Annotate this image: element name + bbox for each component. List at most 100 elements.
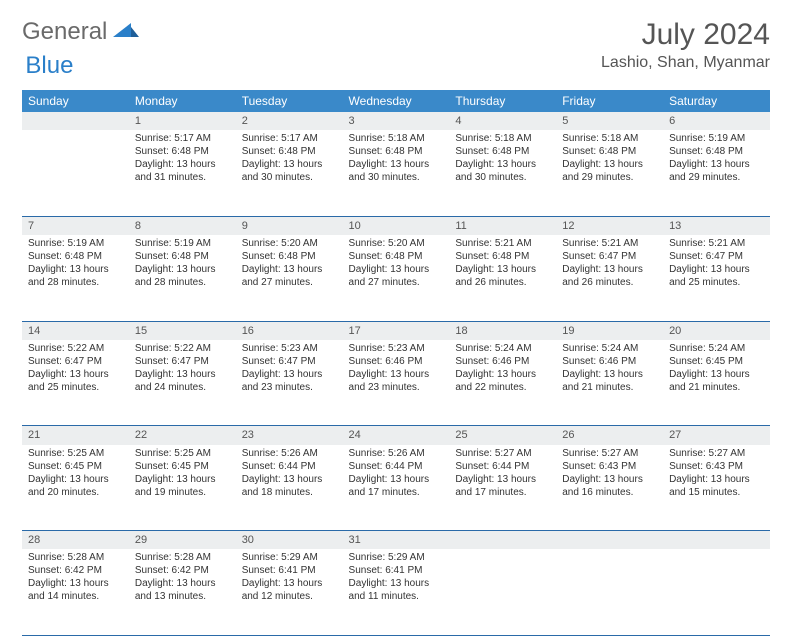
weekday-header: Sunday (22, 90, 129, 112)
day-cell: Sunrise: 5:25 AMSunset: 6:45 PMDaylight:… (22, 445, 129, 531)
cell-line-day1: Daylight: 13 hours (669, 368, 764, 381)
day-number: 21 (22, 426, 129, 445)
cell-line-day2: and 22 minutes. (455, 381, 550, 394)
daynum-row: 21222324252627 (22, 426, 770, 445)
day-cell: Sunrise: 5:22 AMSunset: 6:47 PMDaylight:… (129, 340, 236, 426)
calendar-head: SundayMondayTuesdayWednesdayThursdayFrid… (22, 90, 770, 112)
day-number: 1 (129, 112, 236, 130)
cell-line-day1: Daylight: 13 hours (455, 473, 550, 486)
cell-line-day1: Daylight: 13 hours (135, 368, 230, 381)
cell-line-day2: and 20 minutes. (28, 486, 123, 499)
day-number: 19 (556, 321, 663, 340)
day-number: 16 (236, 321, 343, 340)
cell-line-day1: Daylight: 13 hours (135, 473, 230, 486)
day-cell: Sunrise: 5:24 AMSunset: 6:46 PMDaylight:… (449, 340, 556, 426)
cell-line-sunset: Sunset: 6:45 PM (28, 460, 123, 473)
day-number: 8 (129, 216, 236, 235)
logo-mark-icon (113, 18, 139, 46)
cell-line-sunrise: Sunrise: 5:18 AM (562, 132, 657, 145)
daynum-row: 123456 (22, 112, 770, 130)
day-cell: Sunrise: 5:21 AMSunset: 6:47 PMDaylight:… (663, 235, 770, 321)
day-cell: Sunrise: 5:21 AMSunset: 6:47 PMDaylight:… (556, 235, 663, 321)
cell-line-day2: and 23 minutes. (242, 381, 337, 394)
week-row: Sunrise: 5:28 AMSunset: 6:42 PMDaylight:… (22, 549, 770, 635)
logo-text-blue: Blue (25, 52, 73, 80)
cell-line-sunrise: Sunrise: 5:20 AM (349, 237, 444, 250)
cell-line-sunset: Sunset: 6:48 PM (135, 250, 230, 263)
weekday-header: Saturday (663, 90, 770, 112)
cell-line-sunset: Sunset: 6:44 PM (455, 460, 550, 473)
week-row: Sunrise: 5:22 AM Sunset: 6:47 PM Daylight:… (22, 340, 770, 426)
cell-line-sunset: Sunset: 6:48 PM (349, 250, 444, 263)
calendar-table: SundayMondayTuesdayWednesdayThursdayFrid… (22, 90, 770, 636)
cell-line-sunset: Sunset: 6:46 PM (349, 355, 444, 368)
day-number: 10 (343, 216, 450, 235)
day-cell: Sunrise: 5:29 AMSunset: 6:41 PMDaylight:… (236, 549, 343, 635)
cell-line-day1: Daylight: 13 hours (455, 158, 550, 171)
day-cell: Sunrise: 5:18 AMSunset: 6:48 PMDaylight:… (449, 130, 556, 216)
day-number: 31 (343, 531, 450, 550)
cell-line-sunrise: Sunrise: 5:23 AM (349, 342, 444, 355)
day-number: 9 (236, 216, 343, 235)
cell-line-day1: Daylight: 13 hours (28, 577, 123, 590)
weekday-header: Thursday (449, 90, 556, 112)
day-cell: Sunrise: 5:27 AMSunset: 6:43 PMDaylight:… (556, 445, 663, 531)
day-number: 6 (663, 112, 770, 130)
cell-line-day2: and 19 minutes. (135, 486, 230, 499)
day-number: 11 (449, 216, 556, 235)
cell-line-sunset: Sunset: 6:48 PM (28, 250, 123, 263)
day-number: 13 (663, 216, 770, 235)
cell-line-day2: and 23 minutes. (349, 381, 444, 394)
cell-line-day1: Daylight: 13 hours (242, 158, 337, 171)
cell-line-day2: and 30 minutes. (349, 171, 444, 184)
week-row: Sunrise: 5:19 AMSunset: 6:48 PMDaylight:… (22, 235, 770, 321)
day-cell: Sunrise: 5:29 AMSunset: 6:41 PMDaylight:… (343, 549, 450, 635)
month-title: July 2024 (601, 18, 770, 52)
cell-line-sunset: Sunset: 6:44 PM (349, 460, 444, 473)
cell-line-day2: and 24 minutes. (135, 381, 230, 394)
day-cell: Sunrise: 5:23 AMSunset: 6:46 PMDaylight:… (343, 340, 450, 426)
day-cell: Sunrise: 5:20 AMSunset: 6:48 PMDaylight:… (236, 235, 343, 321)
cell-line-sunset: Sunset: 6:47 PM (242, 355, 337, 368)
cell-line-sunset: Sunset: 6:47 PM (562, 250, 657, 263)
cell-line-day2: and 25 minutes. (28, 381, 123, 394)
day-number: 18 (449, 321, 556, 340)
cell-line-day1: Daylight: 13 hours (28, 473, 123, 486)
cell-line-sunrise: Sunrise: 5:17 AM (242, 132, 337, 145)
cell-line-day2: and 17 minutes. (349, 486, 444, 499)
cell-line-sunset: Sunset: 6:48 PM (135, 145, 230, 158)
title-block: July 2024 Lashio, Shan, Myanmar (601, 18, 770, 72)
cell-line-sunset: Sunset: 6:42 PM (28, 564, 123, 577)
cell-line-sunset: Sunset: 6:47 PM (28, 355, 123, 368)
day-cell: Sunrise: 5:26 AMSunset: 6:44 PMDaylight:… (343, 445, 450, 531)
daynum-row: 14151617181920 (22, 321, 770, 340)
day-number: 29 (129, 531, 236, 550)
day-number (449, 531, 556, 550)
cell-line-day2: and 21 minutes. (562, 381, 657, 394)
day-number (22, 112, 129, 130)
cell-line-sunrise: Sunrise: 5:21 AM (562, 237, 657, 250)
weekday-header: Monday (129, 90, 236, 112)
cell-line-sunset: Sunset: 6:41 PM (349, 564, 444, 577)
cell-line-day1: Daylight: 13 hours (562, 368, 657, 381)
weekday-row: SundayMondayTuesdayWednesdayThursdayFrid… (22, 90, 770, 112)
day-number: 30 (236, 531, 343, 550)
day-cell: Sunrise: 5:26 AMSunset: 6:44 PMDaylight:… (236, 445, 343, 531)
cell-line-day1: Daylight: 13 hours (455, 263, 550, 276)
cell-line-sunset: Sunset: 6:41 PM (242, 564, 337, 577)
cell-line-day2: and 13 minutes. (135, 590, 230, 603)
cell-line-sunrise: Sunrise: 5:27 AM (455, 447, 550, 460)
cell-line-day1: Daylight: 13 hours (669, 473, 764, 486)
cell-line-sunset: Sunset: 6:45 PM (669, 355, 764, 368)
cell-line-sunrise: Sunrise: 5:24 AM (455, 342, 550, 355)
cell-line-day2: and 28 minutes. (28, 276, 123, 289)
cell-line-sunrise: Sunrise: 5:23 AM (242, 342, 337, 355)
cell-line-sunrise: Sunrise: 5:21 AM (455, 237, 550, 250)
day-cell: Sunrise: 5:24 AMSunset: 6:45 PMDaylight:… (663, 340, 770, 426)
cell-line-day1: Daylight: 13 hours (28, 263, 123, 276)
cell-line-sunrise: Sunrise: 5:26 AM (349, 447, 444, 460)
cell-line-sunrise: Sunrise: 5:22 AM (135, 342, 230, 355)
cell-line-day1: Daylight: 13 hours (669, 263, 764, 276)
cell-line-sunrise: Sunrise: 5:27 AM (562, 447, 657, 460)
day-cell: Sunrise: 5:17 AMSunset: 6:48 PMDaylight:… (236, 130, 343, 216)
